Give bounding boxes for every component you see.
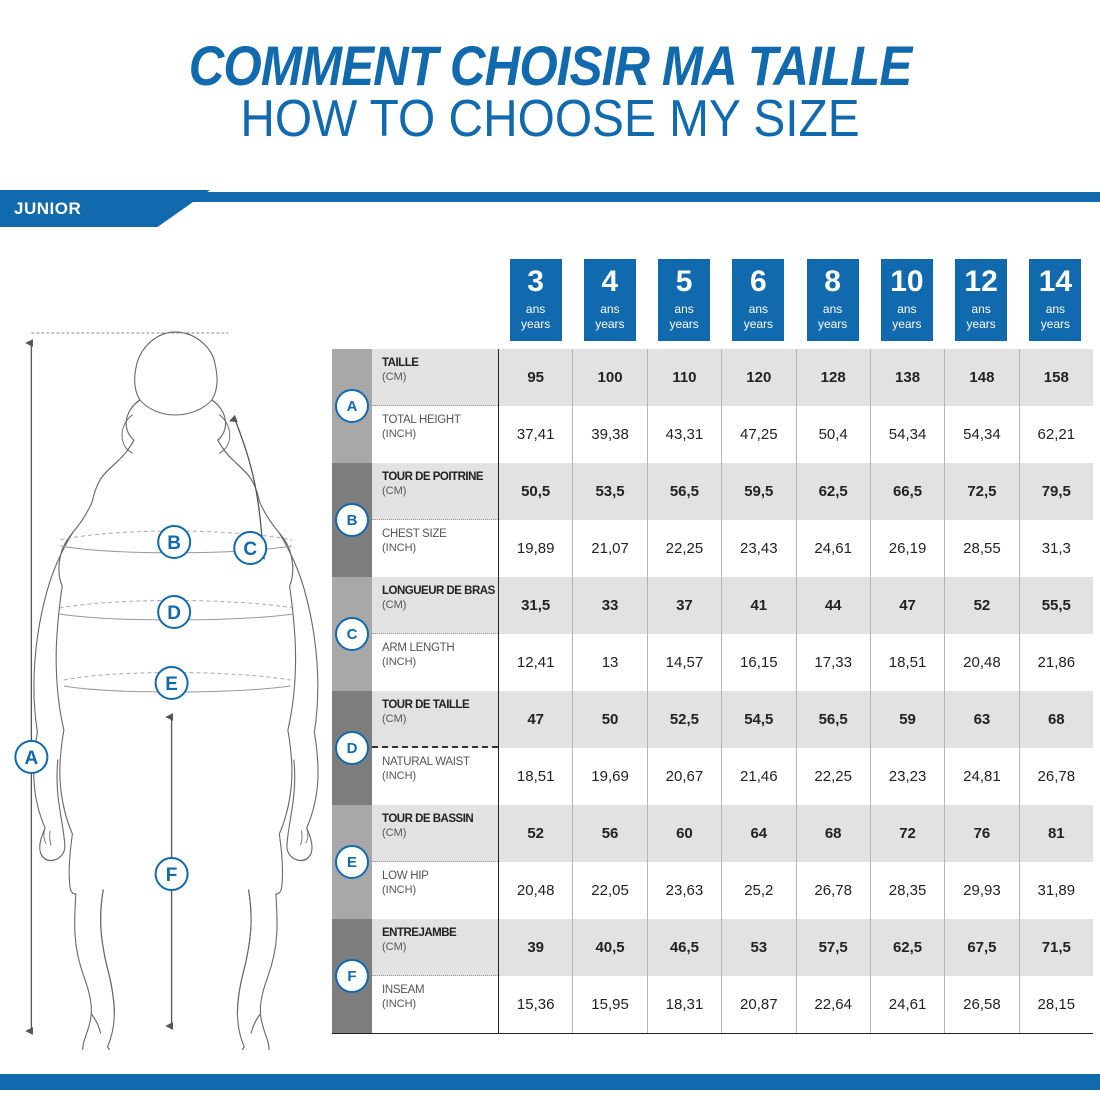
svg-text:E: E (165, 674, 178, 695)
svg-text:F: F (166, 865, 178, 886)
svg-text:C: C (243, 539, 257, 560)
svg-text:D: D (167, 603, 181, 624)
svg-text:B: B (167, 533, 181, 554)
svg-text:A: A (25, 748, 39, 769)
